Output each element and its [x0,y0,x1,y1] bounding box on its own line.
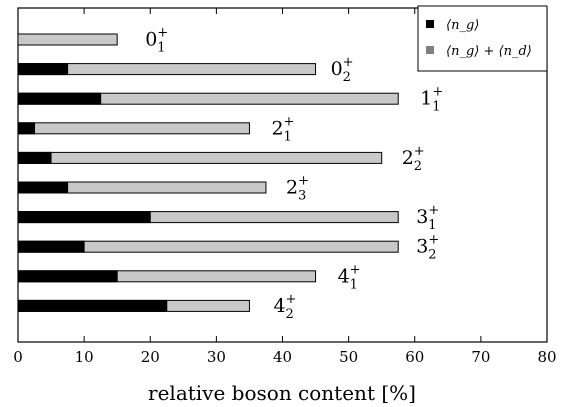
bar-ng [17,151,52,164]
legend: ⟨n_g⟩ ⟨n_g⟩ + ⟨n_d⟩ [417,5,548,72]
x-tick-label: 60 [405,348,424,366]
bar-total [17,151,383,164]
legend-label-ng-nd: ⟨n_g⟩ + ⟨n_d⟩ [446,44,532,59]
x-tick-label: 70 [471,348,490,366]
bar-total [17,33,118,46]
x-axis-title: relative boson content [%] [148,381,416,405]
legend-box [417,5,548,72]
x-tick-label: 40 [273,348,292,366]
bar-ng [17,181,69,194]
bar-ng [17,240,85,253]
state-label: 1+ 1 [420,85,443,115]
bar-ng [17,211,151,224]
x-tick-label: 0 [13,348,23,366]
legend-label-ng: ⟨n_g⟩ [446,18,479,33]
state-label: 3+ 1 [416,203,439,233]
x-tick-label: 80 [537,348,556,366]
state-label: 3+ 2 [416,233,439,263]
state-label: 0+ 1 [145,26,168,56]
state-label: 0+ 2 [331,55,354,85]
x-axis: 0 10 20 30 40 50 60 70 80 [13,8,557,366]
state-label: 2+ 2 [402,144,425,174]
x-tick-label: 30 [207,348,226,366]
x-tick-label: 50 [339,348,358,366]
bar-ng [17,92,102,105]
bar-ng [17,63,69,76]
state-label: 4+ 1 [338,262,361,292]
bars-group [17,33,399,312]
state-label: 2+ 1 [271,114,294,144]
x-tick-label: 20 [141,348,160,366]
bar-ng [17,122,36,135]
bar-total [17,122,250,135]
bar-ng [17,299,168,312]
x-tick-label: 10 [75,348,94,366]
state-label: 2+ 3 [286,174,309,204]
state-label: 4+ 2 [273,292,296,322]
legend-swatch-ng [426,20,434,28]
state-labels-group: 0+ 1 0+ 2 1+ 1 2+ 1 2+ 2 2+ 3 3+ 13+ 2 4+ 1 4+ 2 [145,26,443,322]
bar-ng [17,270,118,283]
legend-swatch-ng-nd [426,46,434,54]
